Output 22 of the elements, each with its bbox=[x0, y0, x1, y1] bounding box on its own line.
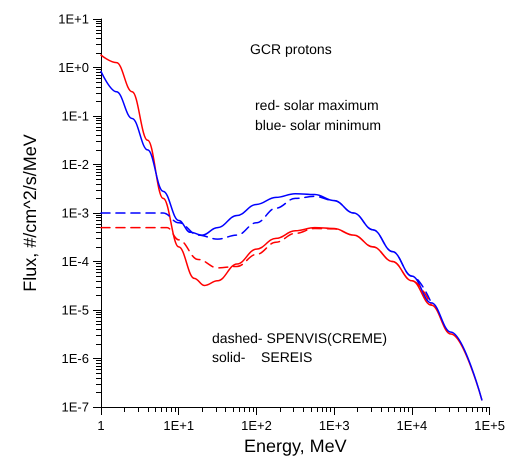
y-tick-label: 1E-5 bbox=[62, 302, 89, 318]
annotation: blue- solar minimum bbox=[255, 117, 382, 133]
y-tick-label: 1E-6 bbox=[62, 351, 89, 366]
y-tick-label: 1E-1 bbox=[62, 108, 89, 124]
annotation: dashed- SPENVIS(CREME) bbox=[212, 330, 388, 346]
annotation: solid- SEREIS bbox=[212, 349, 312, 365]
y-tick-label: 1E-4 bbox=[62, 254, 89, 269]
y-tick-label: 1E-7 bbox=[62, 400, 89, 414]
x-tick-label: 1E+3 bbox=[318, 418, 350, 433]
x-tick-label: 1E+5 bbox=[474, 418, 506, 433]
x-tick-label: 1E+4 bbox=[396, 418, 428, 433]
y-tick-label: 1E+1 bbox=[58, 12, 89, 26]
annotation: GCR protons bbox=[250, 41, 332, 57]
y-tick-label: 1E-3 bbox=[62, 206, 89, 220]
x-tick-label: 1 bbox=[97, 418, 105, 433]
x-tick-label: 1E+1 bbox=[163, 418, 194, 433]
y-tick-label: 1E+0 bbox=[58, 60, 89, 75]
y-tick-label: 1E-2 bbox=[62, 157, 89, 172]
x-axis-title: Energy, MeV bbox=[244, 436, 347, 456]
x-tick-label: 1E+2 bbox=[241, 418, 272, 433]
y-axis-title: Flux, #/cm^2/s/MeV bbox=[20, 134, 40, 292]
annotation: red- solar maximum bbox=[255, 97, 379, 113]
